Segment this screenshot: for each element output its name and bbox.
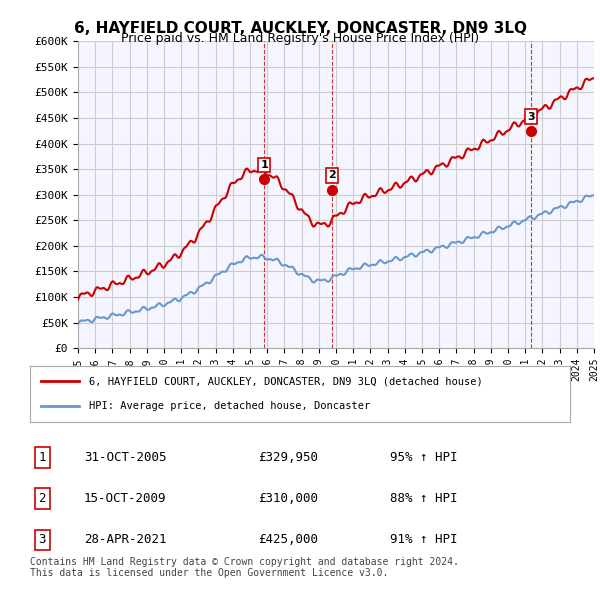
Text: 2: 2 [38, 492, 46, 505]
Text: Price paid vs. HM Land Registry's House Price Index (HPI): Price paid vs. HM Land Registry's House … [121, 32, 479, 45]
Text: 88% ↑ HPI: 88% ↑ HPI [390, 492, 458, 505]
Text: Contains HM Land Registry data © Crown copyright and database right 2024.
This d: Contains HM Land Registry data © Crown c… [30, 556, 459, 578]
Text: £329,950: £329,950 [258, 451, 318, 464]
Text: 1: 1 [260, 160, 268, 170]
Text: 3: 3 [38, 533, 46, 546]
Text: 95% ↑ HPI: 95% ↑ HPI [390, 451, 458, 464]
Text: HPI: Average price, detached house, Doncaster: HPI: Average price, detached house, Donc… [89, 401, 371, 411]
Text: 91% ↑ HPI: 91% ↑ HPI [390, 533, 458, 546]
Text: 31-OCT-2005: 31-OCT-2005 [84, 451, 167, 464]
Text: 1: 1 [38, 451, 46, 464]
Text: 6, HAYFIELD COURT, AUCKLEY, DONCASTER, DN9 3LQ (detached house): 6, HAYFIELD COURT, AUCKLEY, DONCASTER, D… [89, 376, 483, 386]
Text: £425,000: £425,000 [258, 533, 318, 546]
Text: 6, HAYFIELD COURT, AUCKLEY, DONCASTER, DN9 3LQ: 6, HAYFIELD COURT, AUCKLEY, DONCASTER, D… [74, 21, 527, 35]
Text: £310,000: £310,000 [258, 492, 318, 505]
Text: 15-OCT-2009: 15-OCT-2009 [84, 492, 167, 505]
Text: 28-APR-2021: 28-APR-2021 [84, 533, 167, 546]
Text: 2: 2 [329, 171, 336, 181]
Text: 3: 3 [527, 112, 535, 122]
